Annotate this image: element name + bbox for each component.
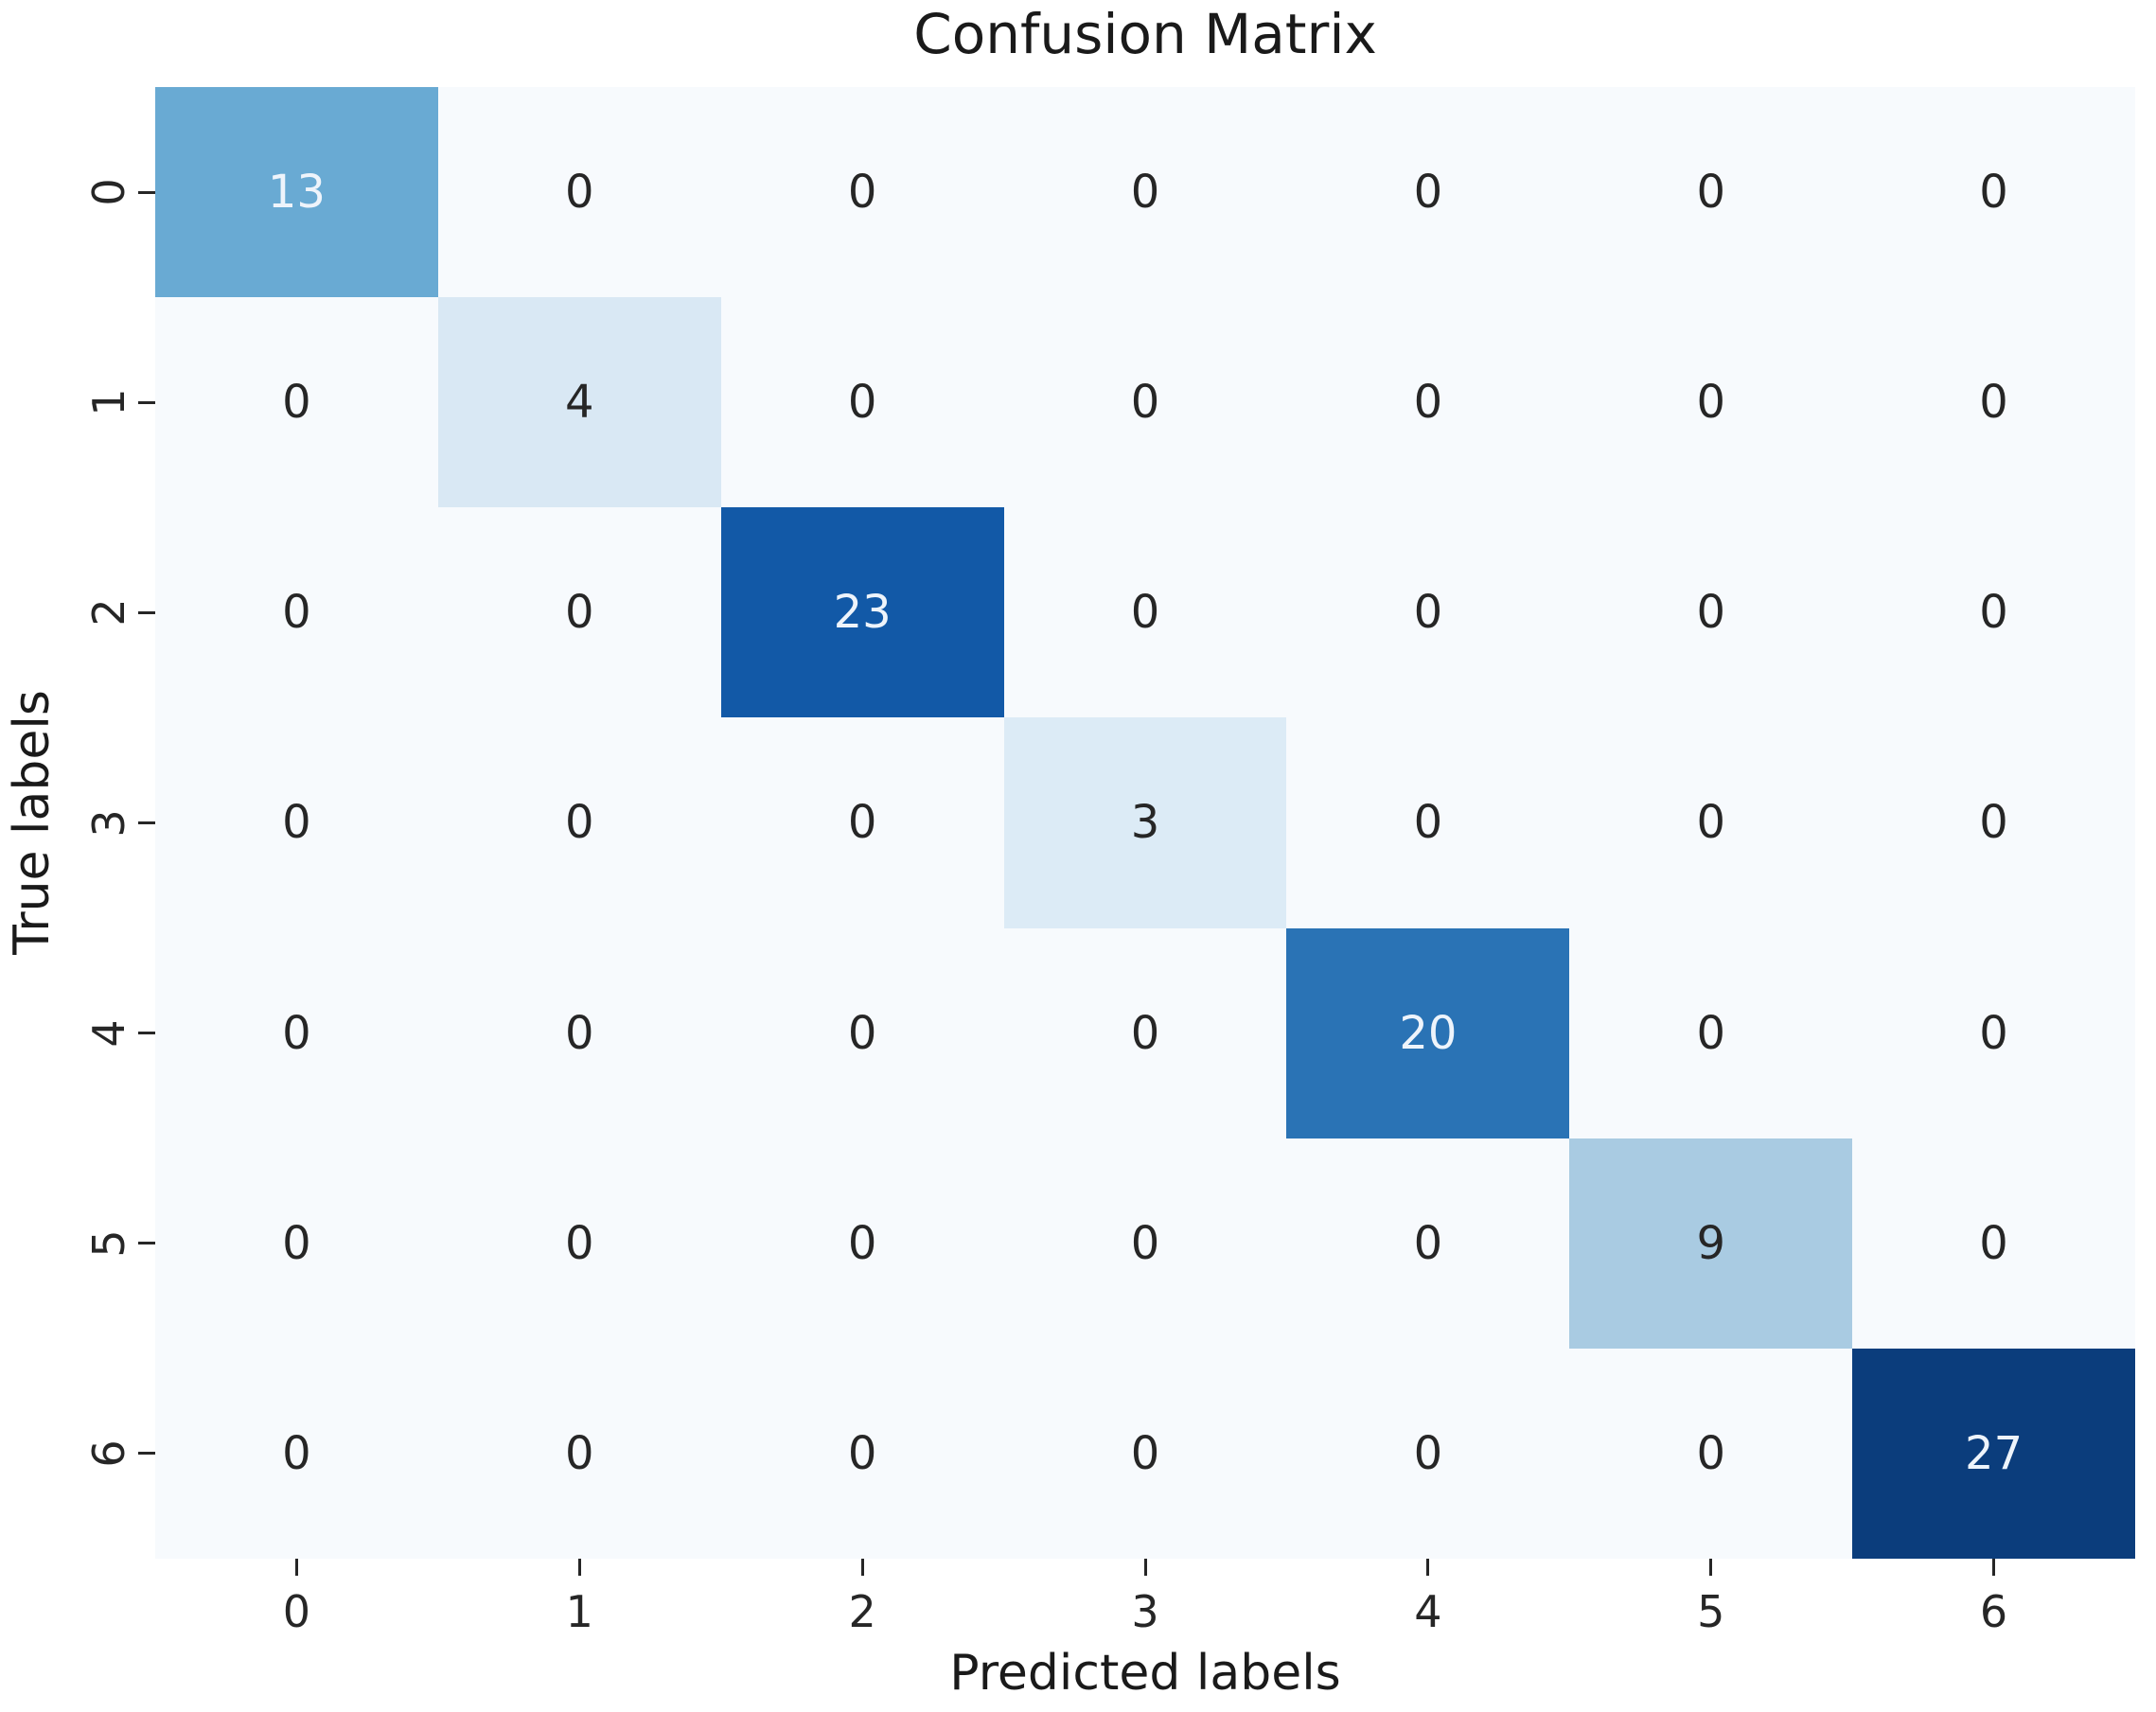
y-tick-mark <box>138 190 155 194</box>
y-tick-label: 4 <box>83 1019 134 1048</box>
matrix-cell: 0 <box>1569 297 1853 508</box>
y-tick-label: 1 <box>83 388 134 416</box>
x-tick-label: 3 <box>1131 1586 1159 1637</box>
matrix-cell: 0 <box>437 717 721 928</box>
matrix-cell: 0 <box>155 507 438 718</box>
x-tick-label: 6 <box>1979 1586 2008 1637</box>
chart-title: Confusion Matrix <box>913 2 1377 66</box>
matrix-cell: 0 <box>1286 717 1570 928</box>
y-tick-label: 3 <box>83 808 134 838</box>
matrix-cell: 0 <box>437 927 721 1138</box>
matrix-cell: 0 <box>155 297 438 508</box>
matrix-cell: 0 <box>437 507 721 718</box>
x-tick-label: 4 <box>1414 1586 1442 1637</box>
matrix-cell: 0 <box>720 1138 1004 1349</box>
matrix-cell: 0 <box>1569 87 1853 298</box>
y-tick-label: 5 <box>83 1229 134 1258</box>
x-tick-mark <box>1992 1559 1996 1576</box>
matrix-cell: 0 <box>1286 297 1570 508</box>
y-tick-mark <box>138 1032 155 1035</box>
matrix-cell: 0 <box>437 87 721 298</box>
matrix-cell: 23 <box>720 507 1004 718</box>
y-axis-label: True labels <box>4 690 61 955</box>
y-tick-mark <box>138 821 155 824</box>
heatmap-grid: 13 0 0 0 0 0 0 0 4 0 0 0 0 0 0 0 23 0 0 0 0 0 0 0 3 0 0 0 0 0 0 0 20 0 0 0 0… <box>155 87 2135 1559</box>
matrix-cell: 0 <box>155 1348 438 1559</box>
matrix-cell: 0 <box>720 717 1004 928</box>
matrix-cell: 0 <box>1852 87 2135 298</box>
matrix-cell: 0 <box>1003 87 1287 298</box>
matrix-cell: 9 <box>1569 1138 1853 1349</box>
matrix-cell: 0 <box>1003 1138 1287 1349</box>
matrix-cell: 0 <box>720 87 1004 298</box>
matrix-cell: 0 <box>1852 1138 2135 1349</box>
x-tick-mark <box>1709 1559 1713 1576</box>
x-tick-mark <box>860 1559 864 1576</box>
x-tick-mark <box>577 1559 581 1576</box>
matrix-cell: 27 <box>1852 1348 2135 1559</box>
matrix-cell: 0 <box>437 1138 721 1349</box>
y-tick-label: 2 <box>83 598 134 627</box>
y-tick-mark <box>138 610 155 614</box>
matrix-cell: 0 <box>1003 507 1287 718</box>
matrix-cell: 0 <box>1852 927 2135 1138</box>
matrix-cell: 0 <box>1003 297 1287 508</box>
matrix-cell: 0 <box>1569 1348 1853 1559</box>
matrix-cell: 0 <box>720 1348 1004 1559</box>
y-tick-label: 6 <box>83 1439 134 1468</box>
x-tick-mark <box>1143 1559 1147 1576</box>
matrix-cell: 0 <box>720 927 1004 1138</box>
y-tick-mark <box>138 400 155 404</box>
matrix-cell: 0 <box>1569 927 1853 1138</box>
matrix-cell: 0 <box>1286 1138 1570 1349</box>
matrix-cell: 0 <box>1003 1348 1287 1559</box>
x-tick-label: 5 <box>1697 1586 1725 1637</box>
x-tick-mark <box>1426 1559 1430 1576</box>
matrix-cell: 0 <box>1569 717 1853 928</box>
matrix-cell: 0 <box>1852 717 2135 928</box>
matrix-cell: 0 <box>720 297 1004 508</box>
matrix-cell: 0 <box>1852 297 2135 508</box>
matrix-cell: 0 <box>1286 507 1570 718</box>
y-tick-mark <box>138 1242 155 1245</box>
matrix-cell: 20 <box>1286 927 1570 1138</box>
x-axis-label: Predicted labels <box>949 1645 1341 1702</box>
x-tick-mark <box>294 1559 298 1576</box>
y-tick-label: 0 <box>83 178 134 206</box>
matrix-cell: 13 <box>155 87 438 298</box>
matrix-cell: 0 <box>1003 927 1287 1138</box>
x-tick-label: 2 <box>848 1586 876 1637</box>
matrix-cell: 0 <box>155 1138 438 1349</box>
x-tick-label: 0 <box>282 1586 311 1637</box>
matrix-cell: 0 <box>437 1348 721 1559</box>
x-tick-label: 1 <box>565 1586 593 1637</box>
matrix-cell: 0 <box>1286 1348 1570 1559</box>
matrix-cell: 0 <box>1569 507 1853 718</box>
y-tick-mark <box>138 1452 155 1456</box>
matrix-cell: 3 <box>1003 717 1287 928</box>
matrix-cell: 0 <box>1852 507 2135 718</box>
matrix-cell: 4 <box>437 297 721 508</box>
matrix-cell: 0 <box>1286 87 1570 298</box>
matrix-cell: 0 <box>155 717 438 928</box>
matrix-cell: 0 <box>155 927 438 1138</box>
